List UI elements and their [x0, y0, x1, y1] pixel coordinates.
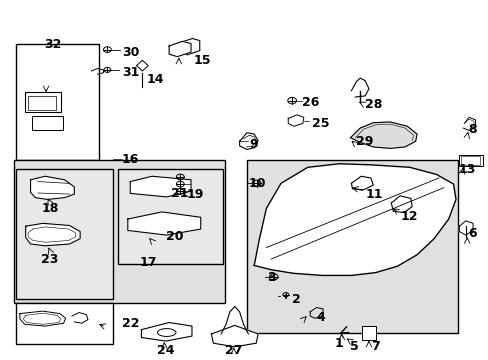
- Text: 1: 1: [334, 337, 343, 350]
- Text: 8: 8: [467, 123, 476, 136]
- Text: 21: 21: [170, 187, 188, 200]
- Polygon shape: [287, 115, 303, 126]
- Text: 29: 29: [356, 135, 373, 148]
- Polygon shape: [130, 176, 191, 197]
- Bar: [16, 303, 113, 344]
- Bar: [16, 169, 113, 299]
- Text: 26: 26: [301, 95, 319, 108]
- Polygon shape: [351, 176, 372, 190]
- Polygon shape: [211, 325, 258, 347]
- Text: 15: 15: [193, 54, 210, 67]
- Text: 17: 17: [140, 256, 157, 269]
- Text: 9: 9: [249, 138, 258, 150]
- Text: 7: 7: [370, 340, 379, 353]
- Text: 14: 14: [146, 73, 163, 86]
- Text: 27: 27: [224, 344, 242, 357]
- Text: 20: 20: [165, 230, 183, 243]
- Bar: [25, 93, 61, 112]
- Polygon shape: [30, 176, 74, 199]
- Text: 10: 10: [248, 177, 265, 190]
- Polygon shape: [458, 221, 472, 235]
- Polygon shape: [462, 117, 474, 131]
- Text: 12: 12: [399, 210, 417, 223]
- Text: 22: 22: [122, 317, 139, 330]
- Polygon shape: [141, 323, 192, 341]
- Bar: [458, 155, 482, 166]
- Text: 24: 24: [157, 344, 174, 357]
- Text: 4: 4: [316, 311, 325, 324]
- Text: 16: 16: [122, 153, 139, 166]
- Bar: [31, 116, 63, 130]
- Polygon shape: [127, 212, 201, 235]
- Polygon shape: [239, 133, 258, 149]
- Text: 13: 13: [458, 163, 475, 176]
- Text: 31: 31: [122, 66, 139, 79]
- Text: 30: 30: [122, 46, 139, 59]
- Polygon shape: [254, 164, 455, 275]
- Text: 6: 6: [467, 227, 476, 240]
- Text: 2: 2: [291, 293, 300, 306]
- Bar: [28, 96, 56, 110]
- Polygon shape: [350, 122, 416, 148]
- Text: 5: 5: [350, 340, 359, 353]
- Polygon shape: [20, 311, 65, 326]
- Polygon shape: [390, 196, 411, 213]
- Text: 32: 32: [44, 38, 61, 51]
- Polygon shape: [221, 306, 248, 334]
- Text: 11: 11: [365, 188, 382, 201]
- Bar: [246, 160, 458, 333]
- Text: 25: 25: [311, 117, 328, 130]
- Polygon shape: [351, 78, 368, 97]
- Polygon shape: [169, 41, 191, 57]
- Text: 28: 28: [365, 98, 382, 111]
- Bar: [16, 44, 99, 160]
- Bar: [460, 156, 479, 165]
- Text: 3: 3: [267, 271, 275, 284]
- Bar: [362, 326, 375, 339]
- Bar: [14, 160, 224, 303]
- Bar: [118, 169, 222, 264]
- Polygon shape: [26, 223, 80, 246]
- Text: 23: 23: [41, 252, 59, 266]
- Text: 18: 18: [41, 202, 59, 215]
- Text: 19: 19: [186, 188, 203, 201]
